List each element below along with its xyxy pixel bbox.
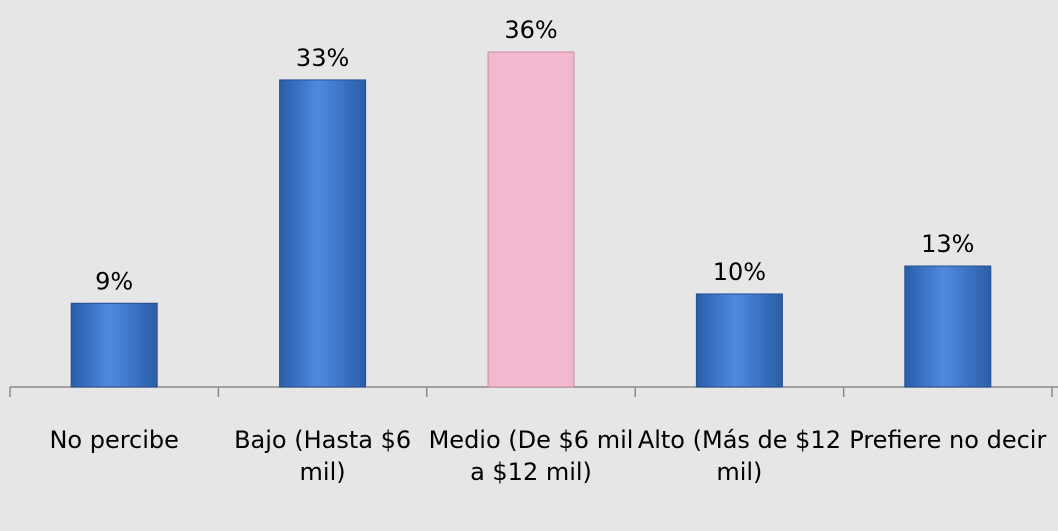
bar bbox=[487, 51, 575, 388]
bar bbox=[70, 302, 158, 388]
data-label: 10% bbox=[713, 258, 766, 286]
data-label: 9% bbox=[95, 267, 133, 295]
x-tick-label: Alto (Más de $12 mil) bbox=[637, 426, 841, 486]
bar bbox=[279, 79, 367, 388]
x-tick-label: Prefiere no decir bbox=[849, 426, 1047, 454]
data-label: 36% bbox=[504, 16, 557, 44]
bar bbox=[904, 265, 992, 388]
x-tick-label: Medio (De $6 mil a $12 mil) bbox=[428, 426, 634, 486]
data-label: 33% bbox=[296, 44, 349, 72]
data-label: 13% bbox=[921, 230, 974, 258]
bar bbox=[695, 293, 783, 388]
x-tick-label: Bajo (Hasta $6 mil) bbox=[234, 426, 412, 486]
x-tick-label: No percibe bbox=[49, 426, 179, 454]
